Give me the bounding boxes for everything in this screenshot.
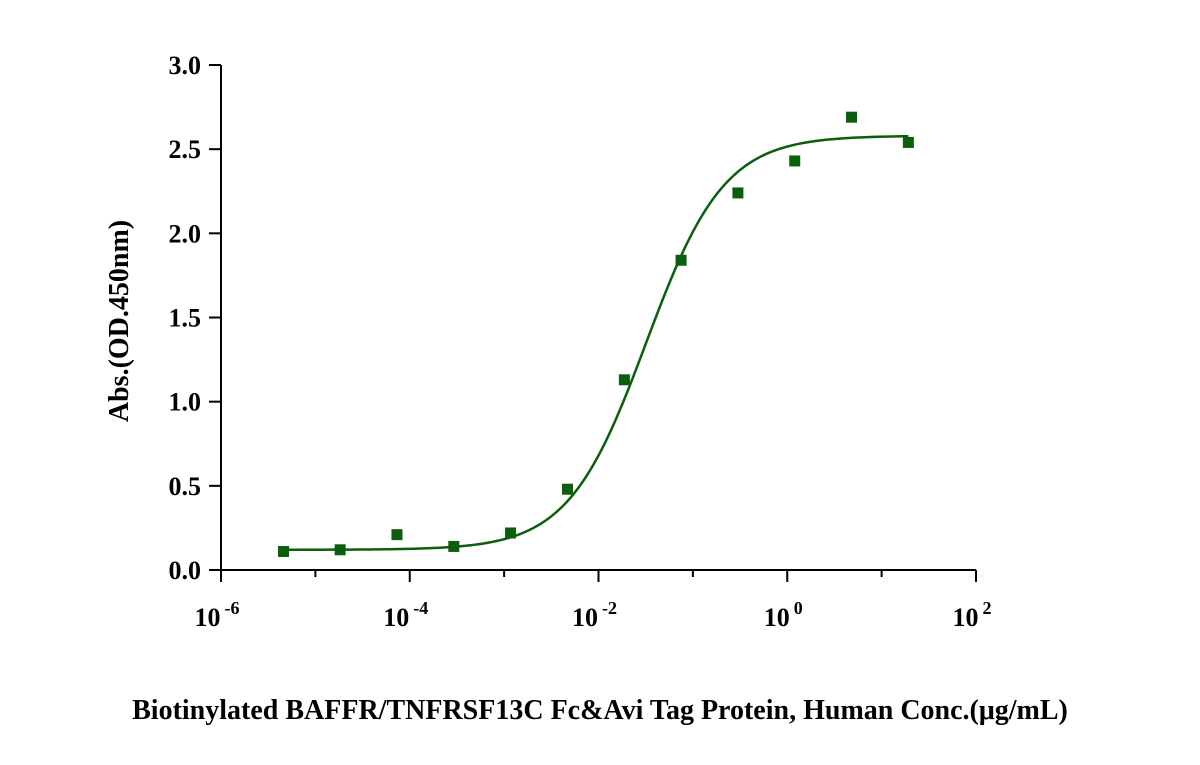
data-point bbox=[278, 545, 290, 557]
data-point bbox=[505, 527, 517, 539]
y-tick-label: 2.5 bbox=[169, 135, 202, 164]
y-tick-label: 3.0 bbox=[169, 51, 202, 80]
data-point bbox=[448, 540, 460, 552]
y-tick-label: 1.0 bbox=[169, 388, 202, 417]
axes: 0.0 0.5 1.0 1.5 2.0 2.5 3.0 10 -6 10 -4 10 -2 10 0 10 2 bbox=[169, 51, 992, 632]
y-tick-label: 1.5 bbox=[169, 304, 202, 333]
x-tick-label: 10 -4 bbox=[383, 598, 428, 632]
fit-curve-layer bbox=[283, 134, 909, 552]
data-point bbox=[391, 529, 403, 541]
x-tick-label: 10 -2 bbox=[572, 598, 617, 632]
data-point bbox=[902, 136, 914, 148]
data-point bbox=[334, 544, 346, 556]
data-point bbox=[675, 254, 687, 266]
data-point bbox=[618, 374, 630, 386]
data-point bbox=[789, 155, 801, 167]
data-points-layer bbox=[278, 111, 914, 557]
data-point bbox=[846, 111, 858, 123]
y-tick-label: 0.0 bbox=[169, 556, 202, 585]
x-axis-title: Biotinylated BAFFR/TNFRSF13C Fc&Avi Tag … bbox=[132, 695, 1068, 726]
y-axis-title: Abs.(OD.450nm) bbox=[104, 220, 135, 422]
y-tick-label: 0.5 bbox=[169, 472, 202, 501]
fit-curve bbox=[283, 134, 909, 552]
x-tick-label: 10 0 bbox=[764, 598, 803, 632]
data-point bbox=[732, 187, 744, 199]
x-tick-label: 10 -6 bbox=[195, 598, 240, 632]
y-tick-label: 2.0 bbox=[169, 219, 202, 248]
x-tick-label: 10 2 bbox=[953, 598, 992, 632]
data-point bbox=[561, 483, 573, 495]
